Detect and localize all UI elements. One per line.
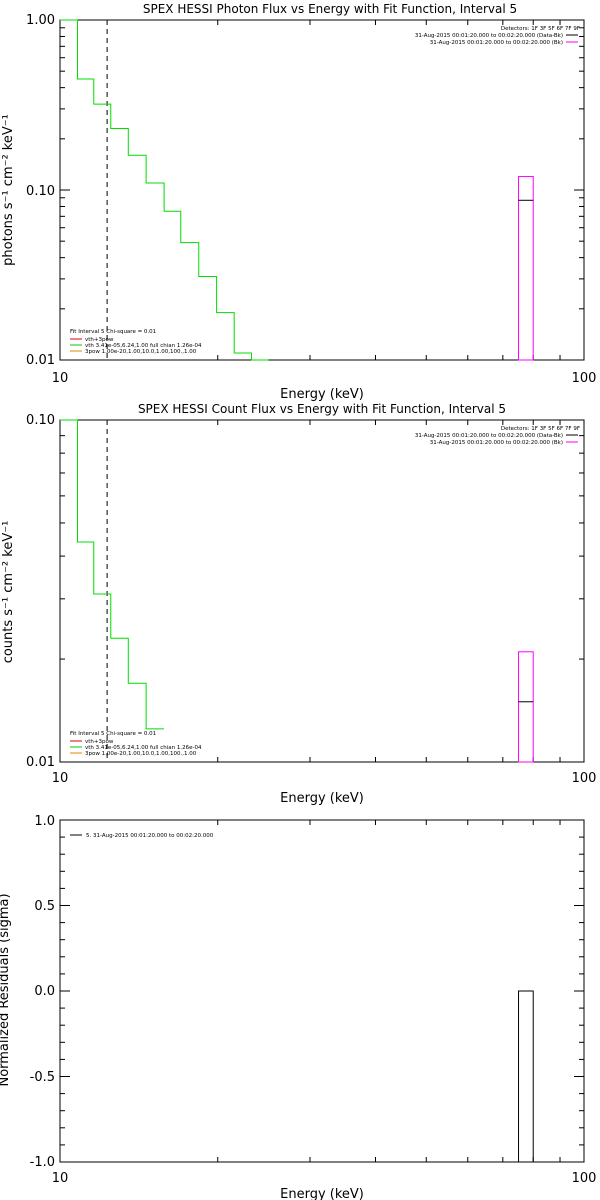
background-bar xyxy=(518,651,534,763)
panel2-ytick-bot: 0.01 xyxy=(26,755,55,770)
panel2-fit-line3: vth 3.41e-05,6.24,1.00 full chian 1.26e-… xyxy=(85,745,202,751)
panel1-ytick-mid: 0.10 xyxy=(26,184,55,199)
panel1-ytick-top: 1.00 xyxy=(26,13,55,28)
panel3-ytick-m1.0: -1.0 xyxy=(30,1155,55,1170)
panel2-legend-databk: 31-Aug-2015 00:01:20.000 to 00:02:20.000… xyxy=(415,433,563,439)
photon-flux-panel: SPEX HESSI Photon Flux vs Energy with Fi… xyxy=(1,2,596,402)
panel3-marks xyxy=(59,819,584,1163)
panel3-ytick-0.5: 0.5 xyxy=(34,899,55,914)
panel2-title: SPEX HESSI Count Flux vs Energy with Fit… xyxy=(138,402,506,416)
panel2-legend-bk: 31-Aug-2015 00:01:20.000 to 00:02:20.000… xyxy=(430,440,563,446)
residuals-panel: 1.0 0.5 0.0 -0.5 -1.0 10 100 Energy (keV… xyxy=(0,814,596,1200)
panel2-ytick-top: 0.10 xyxy=(26,413,55,428)
panel1-title: SPEX HESSI Photon Flux vs Energy with Fi… xyxy=(143,2,517,16)
panel1-fit-line3: vth 3.41e-05,6.24,1.00 full chian 1.26e-… xyxy=(85,343,202,349)
panel2-marks xyxy=(59,419,584,763)
panel2-xlabel: Energy (keV) xyxy=(280,791,364,806)
background-bar xyxy=(518,176,534,361)
panel2-fit-line1: Fit Interval 5 Chi-square = 0.01 xyxy=(70,731,156,737)
panel2-xtick-100: 100 xyxy=(572,771,597,786)
panel3-xtick-10: 10 xyxy=(52,1171,69,1186)
panel2-xtick-10: 10 xyxy=(52,771,69,786)
residual-bar xyxy=(518,990,534,1163)
panel2-fit-line2: vth+3pow xyxy=(85,739,114,745)
panel3-legend: 5. 31-Aug-2015 00:01:20.000 to 00:02:20.… xyxy=(86,833,214,839)
panel3-ytick-0.0: 0.0 xyxy=(34,984,55,999)
panel3-frame xyxy=(59,819,585,1163)
panel3-ytick-1.0: 1.0 xyxy=(34,814,55,829)
panel1-ytick-bot: 0.01 xyxy=(26,353,55,368)
panel1-xtick-10: 10 xyxy=(52,371,69,386)
panel1-ylabel: photons s⁻¹ cm⁻² keV⁻¹ xyxy=(1,114,16,266)
panel3-xtick-100: 100 xyxy=(572,1171,597,1186)
panel1-xtick-100: 100 xyxy=(572,371,597,386)
panel2-ylabel: counts s⁻¹ cm⁻² keV⁻¹ xyxy=(1,521,16,664)
panel1-fit-line4: 3pow 1.00e-20,1.00,10.0,1.00,100.,1.00 xyxy=(85,349,197,355)
panel2-frame xyxy=(59,419,585,763)
panel1-marks xyxy=(59,19,584,361)
panel1-legend-databk: 31-Aug-2015 00:01:20.000 to 00:02:20.000… xyxy=(415,33,563,39)
panel1-xlabel: Energy (keV) xyxy=(280,387,364,402)
panel3-xlabel: Energy (keV) xyxy=(280,1187,364,1200)
panel2-detectors: Detectors: 1F 3F 5F 6F 7F 9F xyxy=(501,426,580,432)
panel1-fit-line1: Fit Interval 5 Chi-square = 0.01 xyxy=(70,329,156,335)
panel3-ytick-m0.5: -0.5 xyxy=(30,1070,55,1085)
panel2-fit-line4: 3pow 1.00e-20,1.00,10.0,1.00,100.,1.00 xyxy=(85,751,197,757)
panel1-legend-bk: 31-Aug-2015 00:01:20.000 to 00:02:20.000… xyxy=(430,40,563,46)
panel1-frame xyxy=(59,19,585,361)
count-flux-panel: SPEX HESSI Count Flux vs Energy with Fit… xyxy=(1,402,596,806)
panel1-detectors: Detectors: 1F 3F 5F 6F 7F 9F xyxy=(501,26,580,32)
panel3-ylabel: Normalized Residuals (sigma) xyxy=(0,893,12,1086)
data-histogram-line xyxy=(60,19,269,361)
panel1-fit-line2: vth+3pow xyxy=(85,337,114,343)
data-histogram-line xyxy=(60,419,165,730)
